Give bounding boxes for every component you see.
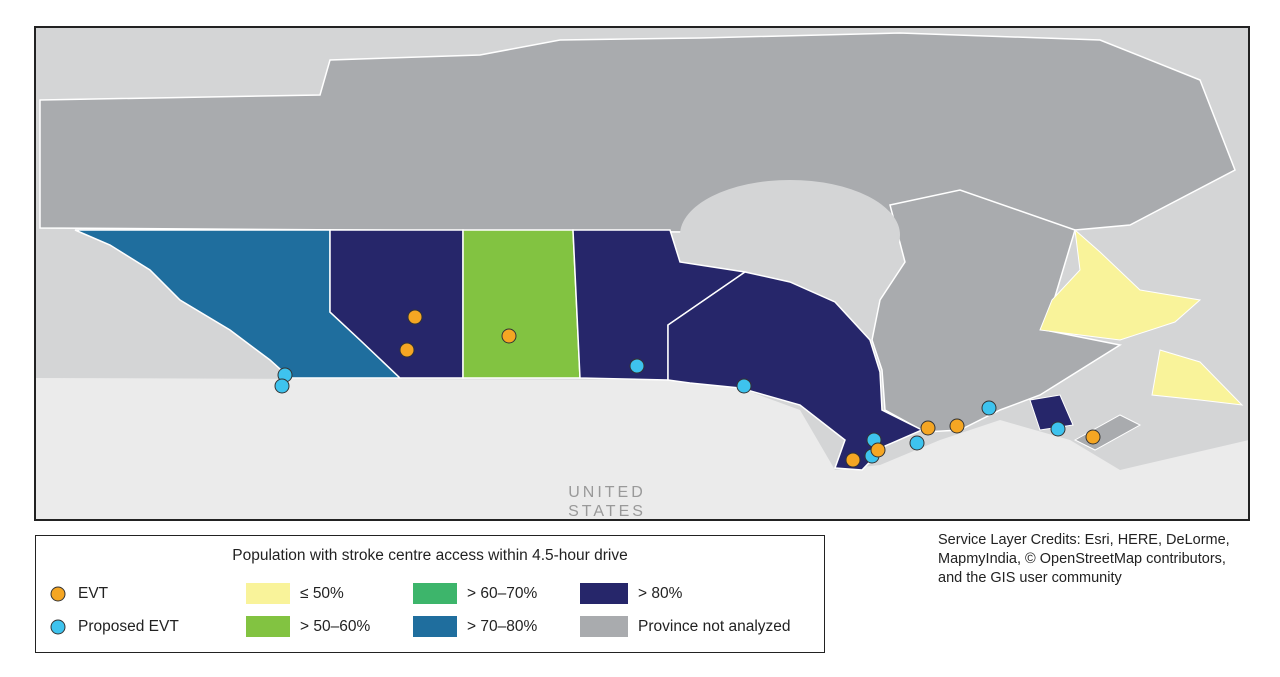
legend-swatch (413, 616, 457, 637)
legend-swatch (580, 616, 628, 637)
legend-label: > 50–60% (300, 618, 370, 635)
site-marker (629, 358, 645, 374)
map-label: UNITED (568, 484, 646, 501)
credit-line: MapmyIndia, © OpenStreetMap contributors… (938, 551, 1226, 567)
legend-label: ≤ 50% (300, 585, 344, 602)
credit-line: Service Layer Credits: Esri, HERE, DeLor… (938, 532, 1230, 548)
site-marker (845, 452, 861, 468)
legend-label: > 80% (638, 585, 683, 602)
legend-label: > 70–80% (467, 618, 537, 635)
legend-swatch (413, 583, 457, 604)
site-marker (501, 328, 517, 344)
site-marker (1050, 421, 1066, 437)
site-marker (399, 342, 415, 358)
ontario (667, 271, 924, 471)
labrador (1039, 228, 1202, 341)
legend-swatch (580, 583, 628, 604)
legend-marker (50, 619, 66, 635)
site-marker (981, 400, 997, 416)
site-marker (920, 420, 936, 436)
legend-label: Proposed EVT (78, 618, 179, 635)
site-marker (736, 378, 752, 394)
map-label: STATES (568, 503, 646, 520)
new-brunswick (1029, 394, 1074, 431)
site-marker (870, 442, 886, 458)
map-frame (34, 26, 1250, 521)
legend-label: Province not analyzed (638, 618, 791, 635)
site-marker (274, 378, 290, 394)
us-land (35, 378, 1249, 520)
hudson-bay (680, 180, 900, 290)
legend-swatch (246, 583, 290, 604)
credit-line: and the GIS user community (938, 570, 1122, 586)
legend-swatch (246, 616, 290, 637)
site-marker (1085, 429, 1101, 445)
newfoundland (1151, 349, 1244, 406)
legend-label: EVT (78, 585, 109, 602)
legend-label: > 60–70% (467, 585, 537, 602)
legend-marker (50, 586, 66, 602)
site-marker (407, 309, 423, 325)
site-marker (909, 435, 925, 451)
sites (274, 309, 1101, 468)
saskatchewan (462, 229, 581, 379)
map: UNITED STATES (35, 27, 1249, 520)
legend-title: Population with stroke centre access wit… (232, 547, 627, 564)
site-marker (949, 418, 965, 434)
